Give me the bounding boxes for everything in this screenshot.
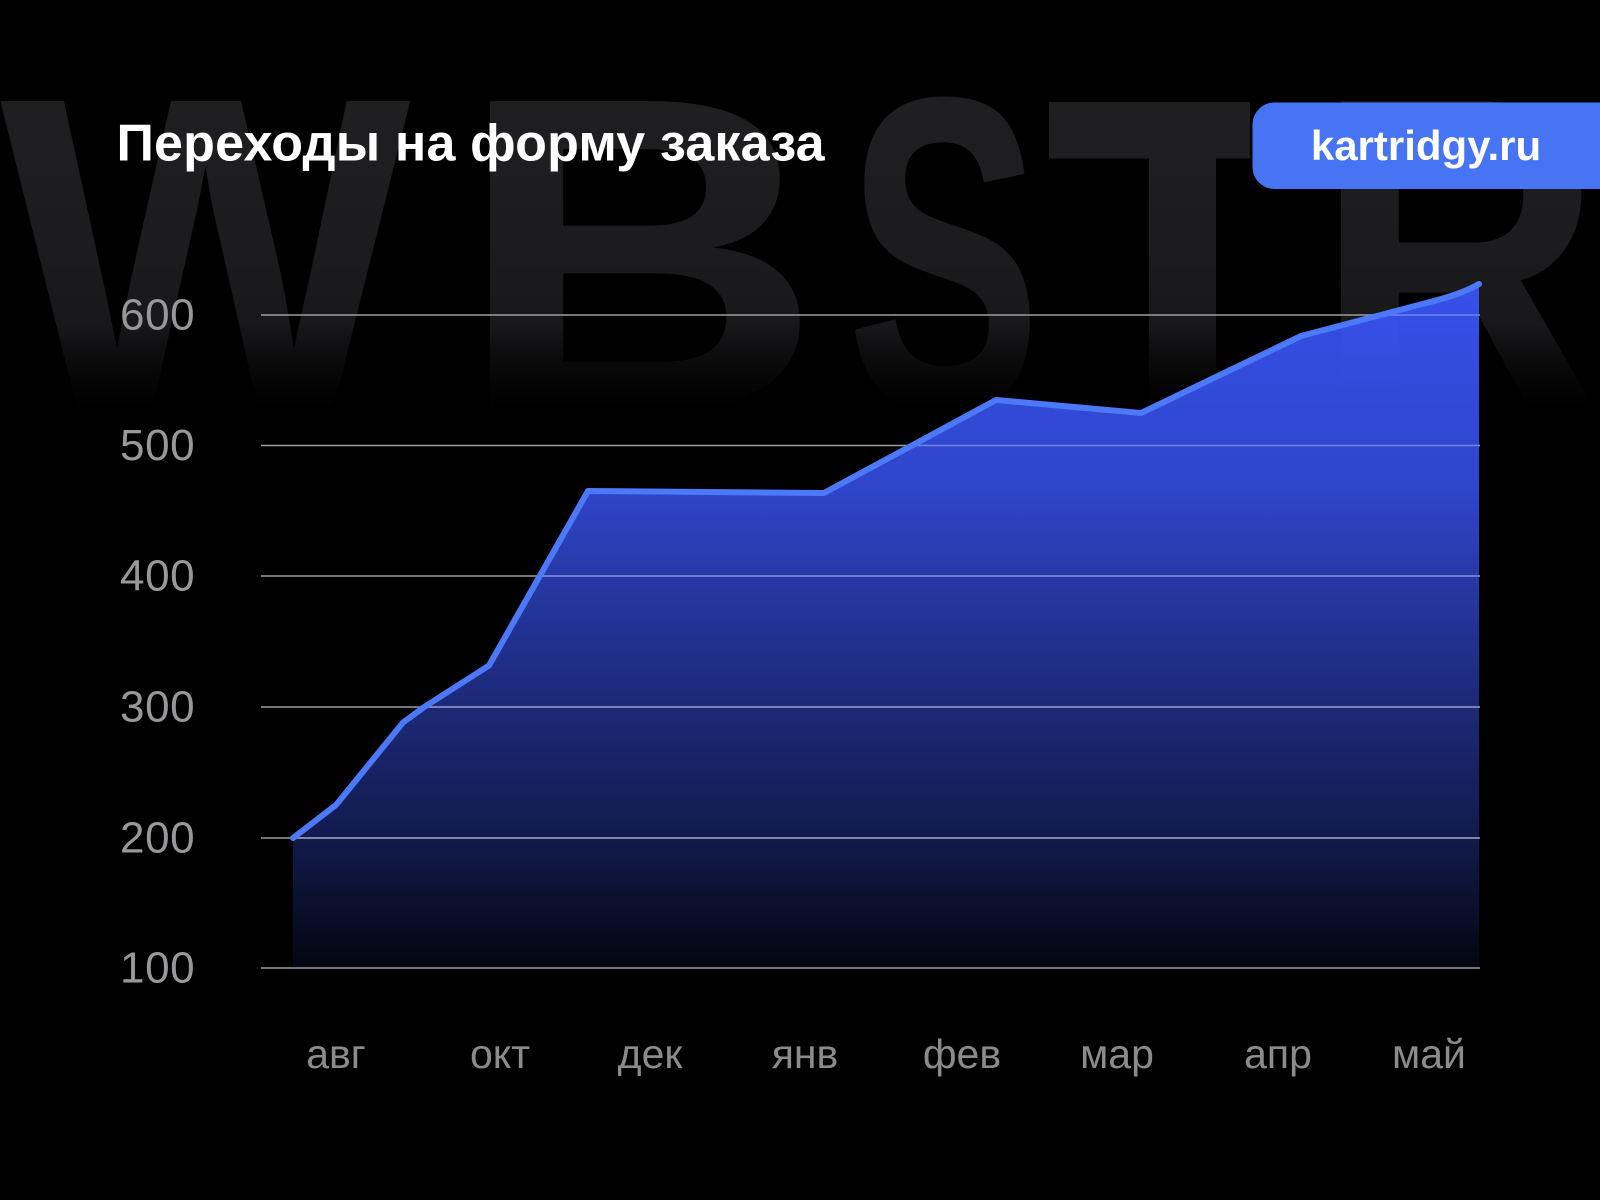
svg-text:300: 300 bbox=[120, 683, 195, 732]
svg-text:авг: авг bbox=[306, 1031, 366, 1077]
svg-text:W: W bbox=[0, 4, 415, 506]
svg-text:мар: мар bbox=[1080, 1031, 1154, 1077]
svg-text:B: B bbox=[456, 3, 823, 505]
svg-text:дек: дек bbox=[618, 1031, 684, 1077]
svg-text:400: 400 bbox=[120, 552, 195, 601]
svg-text:окт: окт bbox=[470, 1031, 530, 1077]
svg-text:600: 600 bbox=[120, 291, 195, 340]
svg-text:апр: апр bbox=[1244, 1031, 1312, 1077]
svg-text:фев: фев bbox=[923, 1031, 1001, 1077]
svg-text:100: 100 bbox=[120, 944, 195, 993]
svg-text:Переходы на форму заказа: Переходы на форму заказа bbox=[117, 115, 826, 173]
svg-text:янв: янв bbox=[772, 1031, 839, 1077]
svg-text:kartridgy.ru: kartridgy.ru bbox=[1311, 122, 1541, 169]
svg-text:500: 500 bbox=[120, 421, 195, 470]
svg-text:май: май bbox=[1392, 1031, 1466, 1077]
svg-text:200: 200 bbox=[120, 814, 195, 863]
